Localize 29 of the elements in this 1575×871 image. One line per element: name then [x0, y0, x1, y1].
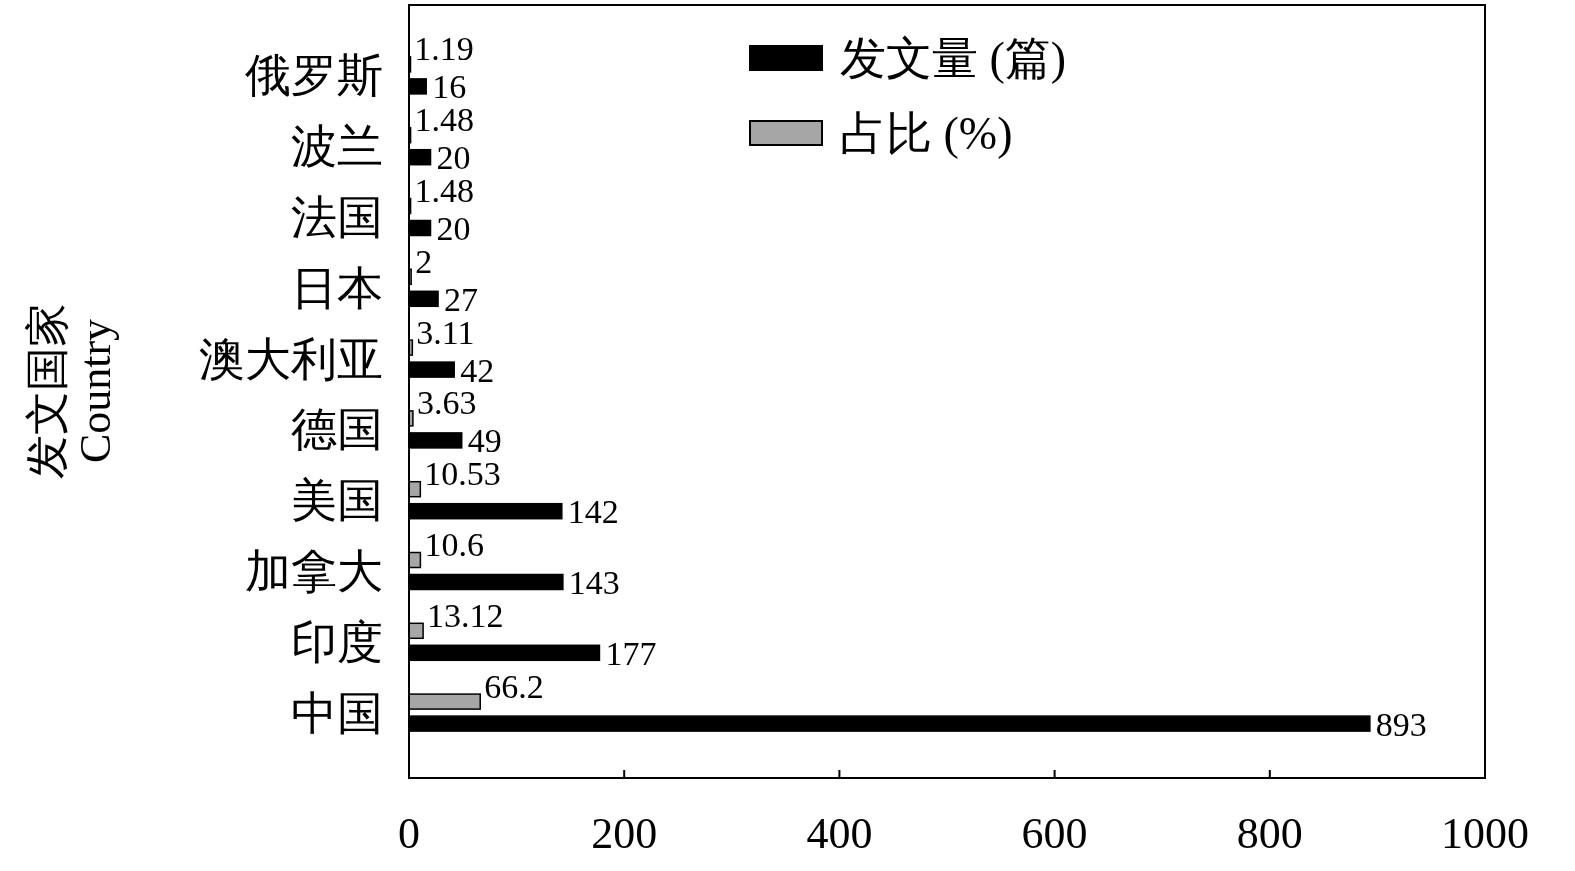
- data-label: 2: [415, 242, 433, 280]
- data-label: 1.19: [414, 30, 474, 68]
- y-tick-label: 波兰: [291, 121, 383, 173]
- x-tick-label: 600: [1021, 809, 1088, 858]
- y-tick-label: 德国: [291, 404, 383, 456]
- y-tick-label: 俄罗斯: [245, 50, 383, 102]
- x-tick-label: 200: [591, 809, 658, 858]
- data-label: 893: [1375, 705, 1427, 743]
- data-label: 142: [567, 493, 619, 531]
- y-axis-title: 发文国家 Country: [23, 303, 120, 479]
- y-tick-label: 澳大利亚: [199, 333, 383, 385]
- data-label: 13.12: [427, 596, 504, 634]
- legend-label: 占比 (%): [840, 108, 1013, 159]
- x-tick-label: 400: [806, 809, 873, 858]
- y-tick-label: 美国: [291, 475, 383, 527]
- x-tick-label: 800: [1236, 809, 1303, 858]
- data-label: 177: [605, 634, 657, 672]
- y-tick-label: 法国: [291, 192, 383, 243]
- x-tick-label: 1000: [1441, 809, 1529, 858]
- data-label: 20: [436, 210, 471, 247]
- x-tick-label: 0: [398, 809, 420, 858]
- y-tick-label: 加拿大: [245, 546, 383, 597]
- y-tick-label: 印度: [291, 616, 383, 668]
- y-tick-label: 中国: [291, 687, 383, 739]
- y-tick-label: 日本: [291, 262, 383, 314]
- data-label: 143: [568, 564, 620, 601]
- data-label: 10.6: [424, 526, 484, 563]
- legend-label: 发文量 (篇): [840, 33, 1067, 84]
- data-label: 66.2: [484, 667, 544, 705]
